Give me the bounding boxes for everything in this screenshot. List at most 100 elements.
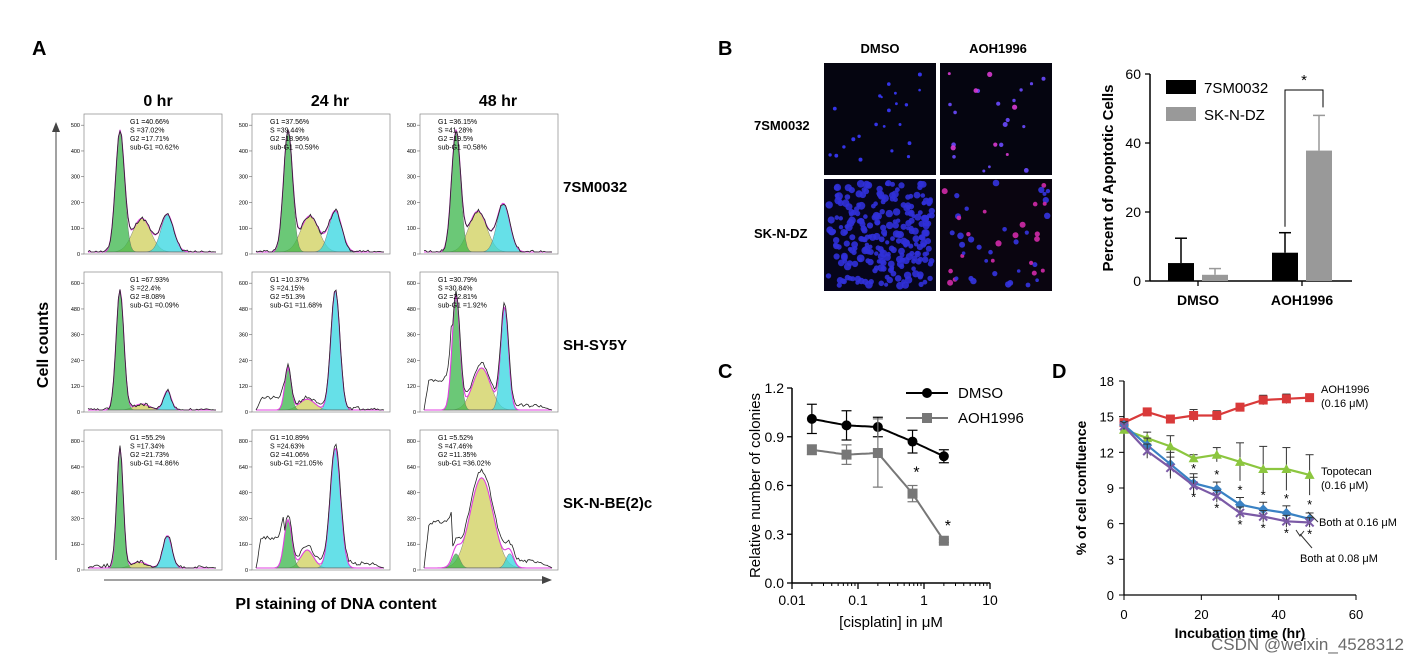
- cycle-stat-0: G1 =5.52%: [438, 435, 473, 442]
- bar-SK-N-DZ-AOH1996: [1306, 150, 1332, 281]
- nucleus: [922, 251, 928, 257]
- nucleus: [895, 218, 901, 223]
- nucleus: [928, 212, 935, 219]
- data-point: [938, 535, 949, 546]
- nucleus: [1023, 168, 1029, 173]
- x-axis-label: Incubation time (hr): [1175, 625, 1306, 641]
- significance-star: *: [1237, 517, 1242, 532]
- nucleus: [1042, 201, 1047, 206]
- nucleus: [988, 165, 991, 169]
- nucleus: [1045, 188, 1051, 194]
- nucleus: [848, 209, 855, 216]
- series-label-pointer: [1299, 533, 1313, 549]
- nucleus: [878, 280, 885, 287]
- data-point: [841, 420, 852, 431]
- cycle-stat-1: S =24.63%: [270, 444, 304, 451]
- nucleus: [916, 244, 924, 251]
- nucleus: [880, 96, 883, 99]
- nucleus: [858, 235, 865, 242]
- nucleus: [886, 221, 894, 230]
- significance-star: *: [945, 518, 951, 535]
- nucleus: [911, 227, 919, 235]
- y-tick-label: 0.0: [765, 575, 785, 591]
- nucleus: [890, 149, 894, 153]
- nucleus: [928, 258, 935, 264]
- nucleus: [1007, 280, 1014, 286]
- histogram-y-tick-label: 800: [407, 439, 416, 445]
- histogram-r0-c0: 0 100 200 300 400 500 G1 =40.66% S =37.02%G2 =1…: [71, 113, 223, 258]
- nucleus: [891, 190, 899, 198]
- panel-a: 0 hr 24 hr 48 hr 7SM0032 SH-SY5Y SK-N-BE…: [35, 93, 652, 613]
- y-tick-label: 0: [1133, 273, 1141, 289]
- histogram-r1-c0: 0 120 240 360 480 600 G1 =67.93% S =22.4%G2 =8.…: [71, 271, 223, 416]
- nucleus: [914, 250, 921, 258]
- series-label: Both at 0.16 μM: [1319, 517, 1397, 529]
- data-point: [1235, 402, 1245, 412]
- nucleus: [928, 207, 935, 215]
- nucleus: [1002, 122, 1008, 127]
- nucleus: [892, 208, 901, 216]
- data-point: [806, 444, 817, 455]
- nucleus: [884, 282, 889, 287]
- nucleus: [925, 245, 932, 252]
- nucleus: [834, 215, 840, 220]
- cycle-stat-1: S =37.02%: [130, 128, 164, 135]
- y-tick-label: 0: [1107, 588, 1114, 603]
- micro-row-7sm0032: 7SM0032: [754, 118, 810, 133]
- cycle-stat-1: S =41.28%: [438, 128, 472, 135]
- data-histogram-line: [87, 129, 217, 253]
- nucleus: [913, 191, 921, 199]
- nucleus: [887, 82, 891, 86]
- data-point: [1211, 484, 1222, 495]
- nucleus: [1002, 227, 1007, 232]
- nucleus: [900, 223, 907, 230]
- nucleus: [918, 234, 925, 241]
- nucleus: [880, 199, 886, 205]
- nucleus: [857, 134, 861, 138]
- histogram-y-tick-label: 480: [407, 491, 416, 497]
- nucleus: [996, 101, 1001, 106]
- data-histogram-line: [255, 129, 384, 253]
- histogram-y-tick-label: 360: [239, 333, 248, 339]
- nucleus: [1038, 186, 1045, 194]
- data-histogram-line: [423, 130, 553, 253]
- nucleus: [873, 265, 880, 271]
- y-tick-label: 60: [1125, 66, 1141, 82]
- nucleus: [838, 225, 844, 230]
- nucleus: [904, 103, 909, 107]
- histogram-y-tick-label: 640: [407, 465, 416, 471]
- nucleus: [984, 259, 989, 263]
- nucleus: [875, 245, 881, 251]
- nucleus: [882, 232, 887, 237]
- histogram-y-tick-label: 120: [239, 384, 248, 390]
- nucleus: [833, 253, 840, 260]
- histogram-y-tick-label: 320: [71, 516, 80, 522]
- histogram-frame: [419, 113, 559, 255]
- cycle-stat-3: sub-G1 =4.86%: [130, 461, 179, 468]
- nucleus: [905, 253, 914, 261]
- cycle-stat-3: sub-G1 =0.58%: [438, 145, 487, 152]
- nucleus: [1022, 125, 1026, 129]
- y-tick-label: 20: [1125, 204, 1141, 220]
- x-axis-label: [cisplatin] in μM: [839, 614, 943, 631]
- cycle-stat-2: G2 =41.06%: [270, 452, 309, 459]
- data-point: [1304, 469, 1315, 479]
- nucleus: [917, 256, 924, 262]
- legend-label: SK-N-DZ: [1204, 107, 1265, 124]
- data-point: [1188, 453, 1199, 463]
- nucleus: [878, 94, 882, 98]
- data-point: [1281, 394, 1291, 404]
- nucleus: [908, 210, 914, 215]
- data-point: [1305, 393, 1315, 403]
- series-label: Topotecan: [1321, 466, 1372, 478]
- nucleus: [848, 187, 855, 194]
- histogram-r1-c2: 0 120 240 360 480 600 G1 =30.79% S =30.84%G2 =2…: [407, 271, 559, 416]
- nucleus: [863, 214, 868, 219]
- nucleus: [887, 260, 895, 268]
- nucleus: [876, 185, 883, 193]
- legend-marker: [922, 413, 932, 423]
- nucleus: [833, 237, 840, 244]
- data-point: [1211, 449, 1222, 459]
- histogram-y-tick-label: 600: [407, 281, 416, 287]
- nucleus: [1042, 191, 1047, 196]
